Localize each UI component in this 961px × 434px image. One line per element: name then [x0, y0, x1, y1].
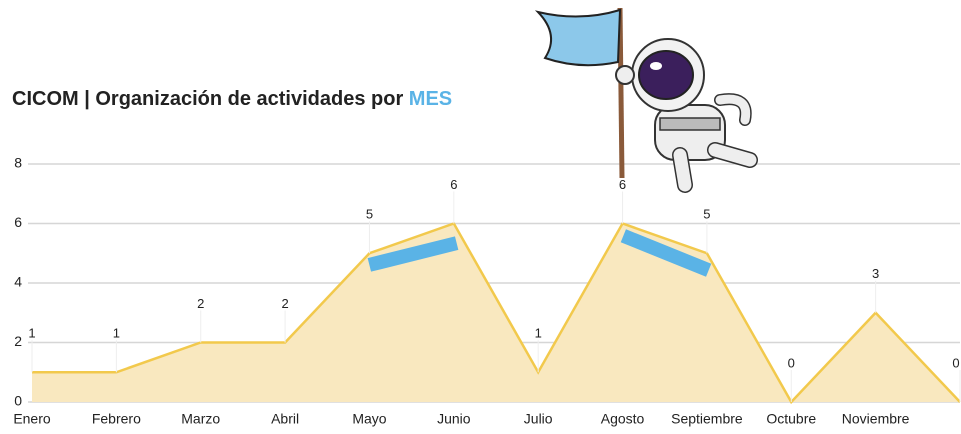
x-tick-label: Mayo: [352, 411, 386, 427]
x-tick-label: Enero: [13, 411, 51, 427]
data-label: 6: [619, 177, 626, 192]
title-highlight: MES: [409, 88, 452, 110]
data-label: 3: [872, 266, 879, 281]
astronaut: [538, 8, 750, 185]
y-tick-label: 2: [14, 333, 22, 349]
data-label: 5: [703, 207, 710, 222]
y-tick-label: 0: [14, 393, 22, 409]
data-label: 1: [28, 326, 35, 341]
chart-title: CICOM | Organización de actividades por …: [12, 88, 452, 110]
data-label: 0: [788, 355, 795, 370]
x-tick-label: Noviembre: [842, 411, 910, 427]
x-tick-label: Junio: [437, 411, 471, 427]
data-label: 6: [450, 177, 457, 192]
chart: 02468112256165030EneroFebreroMarzoAbrilM…: [0, 0, 961, 434]
title-text: CICOM | Organización de actividades por: [12, 88, 403, 110]
x-tick-label: Abril: [271, 411, 299, 427]
data-label: 0: [952, 355, 959, 370]
area: [32, 224, 960, 403]
x-tick-label: Febrero: [92, 411, 141, 427]
y-tick-label: 4: [14, 274, 22, 290]
y-tick-label: 8: [14, 155, 22, 171]
x-tick-label: Marzo: [181, 411, 220, 427]
data-label: 2: [281, 296, 288, 311]
data-label: 5: [366, 207, 373, 222]
x-tick-label: Octubre: [766, 411, 816, 427]
x-tick-label: Septiembre: [671, 411, 743, 427]
data-label: 2: [197, 296, 204, 311]
y-tick-label: 6: [14, 214, 22, 230]
data-label: 1: [113, 326, 120, 341]
data-label: 1: [535, 326, 542, 341]
x-tick-label: Julio: [524, 411, 553, 427]
x-tick-label: Agosto: [601, 411, 645, 427]
